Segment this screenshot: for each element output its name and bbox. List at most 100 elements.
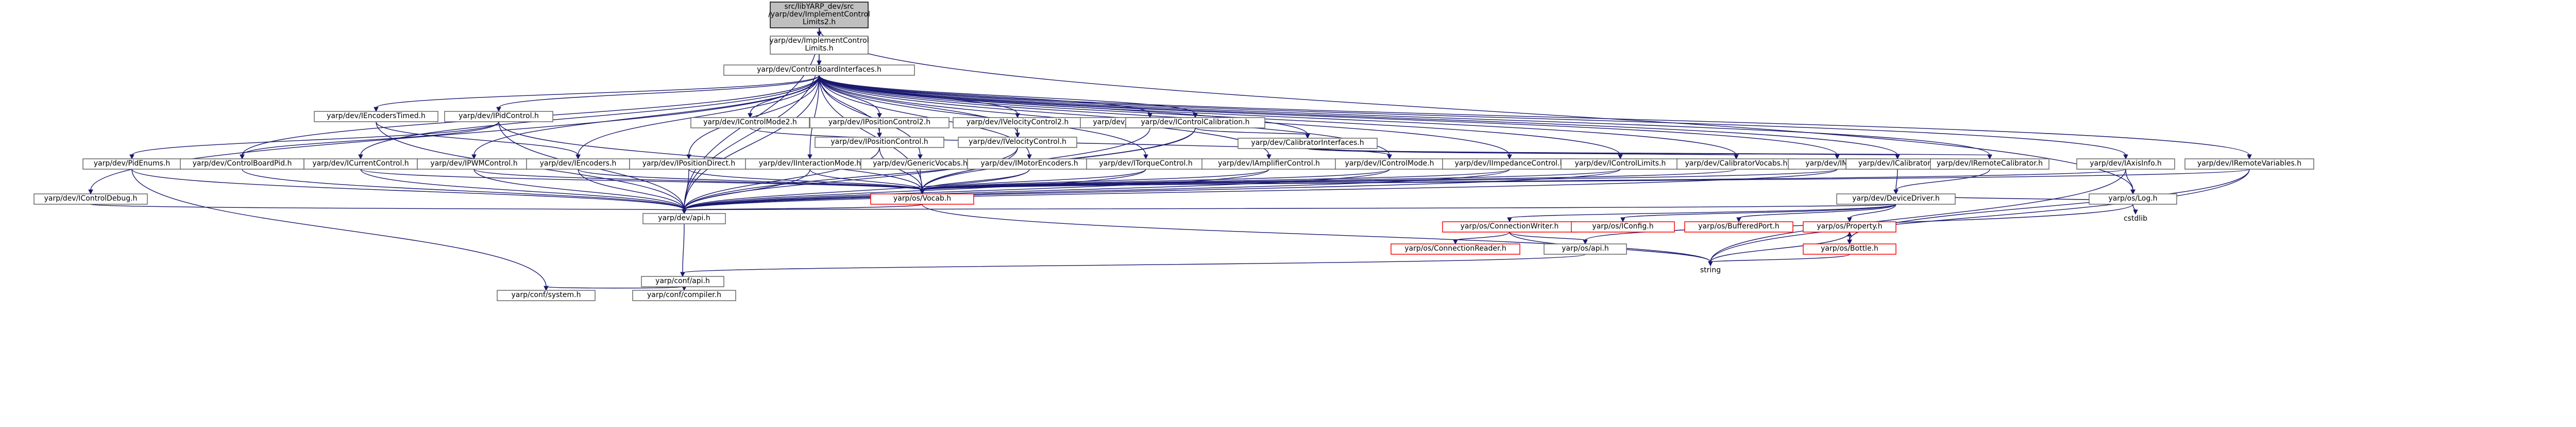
node-label-bufport-0: yarp/os/BufferedPort.h: [1698, 222, 1780, 231]
node-calvoc[interactable]: yarp/dev/CalibratorVocabs.h: [1676, 158, 1796, 170]
node-label-implCL-0: yarp/dev/ImplementControl: [769, 37, 869, 45]
node-label-icur-0: yarp/dev/ICurrentControl.h: [312, 159, 409, 168]
node-label-devdrv-0: yarp/dev/DeviceDriver.h: [1852, 194, 1940, 203]
node-cbpid[interactable]: yarp/dev/ControlBoardPid.h: [180, 158, 304, 170]
edge-arrowhead-devdrv-api: [682, 209, 687, 215]
node-ivc2[interactable]: yarp/dev/IVelocityControl2.h: [953, 117, 1082, 128]
node-remcal[interactable]: yarp/dev/IRemoteCalibrator.h: [1930, 158, 2049, 170]
node-box-iremvar: [2184, 158, 2314, 170]
node-icdbg[interactable]: yarp/dev/IControlDebug.h: [33, 193, 148, 205]
node-calib[interactable]: yarp/dev/ICalibrator.h: [1845, 158, 1950, 170]
node-label-icdbg-0: yarp/dev/IControlDebug.h: [44, 194, 138, 203]
edge-arrowhead-cbi-ipc2: [877, 113, 882, 119]
node-string[interactable]: string: [1700, 266, 1721, 274]
edge-arrowhead-iremvar-vocab: [920, 189, 925, 195]
node-pidCtrl[interactable]: yarp/dev/IPidControl.h: [444, 111, 553, 122]
edge-iaxis-log: [2125, 169, 2133, 191]
node-label-iconfig-0: yarp/os/IConfig.h: [1592, 222, 1653, 231]
node-icl[interactable]: yarp/dev/IControlLimits.h: [1561, 158, 1680, 170]
edge-bottle-string: [1710, 254, 1850, 262]
edge-arrowhead-calibIf-calvoc: [1734, 154, 1739, 160]
edge-arrowhead-ipc2-ipc: [877, 133, 882, 138]
edge-arrowhead-encTimed-ienc: [575, 154, 581, 160]
node-label-iamp-0: yarp/dev/IAmplifierControl.h: [1218, 159, 1320, 168]
node-box-remcal: [1930, 158, 2049, 170]
node-api[interactable]: yarp/dev/api.h: [642, 213, 726, 224]
edge-arrowhead-icm2-icm: [1387, 154, 1392, 160]
edge-arrowhead-osapi-confapi: [680, 272, 685, 277]
edge-itorq-api: [684, 169, 1146, 210]
node-bottle[interactable]: yarp/os/Bottle.h: [1803, 243, 1896, 255]
node-connr[interactable]: yarp/os/ConnectionReader.h: [1391, 243, 1520, 255]
node-box-confapi: [641, 276, 724, 287]
edge-cbi-remcal: [819, 75, 1990, 156]
node-bufport[interactable]: yarp/os/BufferedPort.h: [1684, 221, 1793, 233]
edge-calibIf-calvoc: [1307, 148, 1737, 156]
node-cstdlib[interactable]: cstdlib: [2124, 215, 2147, 223]
node-connw[interactable]: yarp/os/ConnectionWriter.h: [1442, 221, 1577, 233]
edge-arrowhead-cbi-imotor: [1835, 154, 1840, 160]
node-confcomp[interactable]: yarp/conf/compiler.h: [632, 290, 736, 301]
edge-iposd-vocab: [688, 169, 923, 191]
edge-cbi-calib: [819, 75, 1898, 156]
node-root[interactable]: src/libYARP_dev/src/yarp/dev/ImplementCo…: [768, 2, 870, 28]
node-label-iaxis-0: yarp/dev/IAxisInfo.h: [2090, 159, 2161, 168]
node-log[interactable]: yarp/os/Log.h: [2089, 193, 2177, 205]
node-calibIf[interactable]: yarp/dev/CalibratorInterfaces.h: [1238, 138, 1378, 149]
node-iint[interactable]: yarp/dev/IInteractionMode.h: [745, 158, 875, 170]
node-iconfig[interactable]: yarp/os/IConfig.h: [1571, 221, 1675, 233]
node-label-confapi-0: yarp/conf/api.h: [655, 277, 710, 285]
node-iimp[interactable]: yarp/dev/IImpedanceControl.h: [1442, 158, 1577, 170]
node-genvoc[interactable]: yarp/dev/GenericVocabs.h: [860, 158, 980, 170]
edge-cbi-iint: [809, 75, 820, 156]
edge-iremvar-bottle: [1849, 169, 2250, 241]
node-ivc[interactable]: yarp/dev/IVelocityControl.h: [958, 137, 1077, 148]
node-iposd[interactable]: yarp/dev/IPositionDirect.h: [629, 158, 749, 170]
node-label-iposd-0: yarp/dev/IPositionDirect.h: [642, 159, 736, 168]
node-devdrv[interactable]: yarp/dev/DeviceDriver.h: [1836, 193, 1956, 205]
node-label-confsys-0: yarp/conf/system.h: [512, 291, 581, 299]
node-box-ipc2: [809, 117, 950, 128]
node-cbi[interactable]: yarp/dev/ControlBoardInterfaces.h: [723, 64, 915, 76]
edge-icur-api: [360, 169, 685, 210]
edge-cbi-iaxis: [819, 75, 2126, 156]
node-icur[interactable]: yarp/dev/ICurrentControl.h: [303, 158, 418, 170]
edge-devdrv-prop: [1849, 204, 1896, 219]
node-ipc2[interactable]: yarp/dev/IPositionControl2.h: [809, 117, 950, 128]
node-label-root-2: Limits2.h: [803, 18, 836, 26]
node-icm[interactable]: yarp/dev/IControlMode.h: [1335, 158, 1444, 170]
node-icm2[interactable]: yarp/dev/IControlMode2.h: [690, 117, 810, 128]
node-ipwm[interactable]: yarp/dev/IPWMControl.h: [417, 158, 531, 170]
edge-iamp-api: [684, 169, 1269, 210]
node-icalib[interactable]: yarp/dev/IControlCalibration.h: [1125, 117, 1265, 128]
node-box-encTimed: [314, 111, 438, 122]
edge-arrowhead-remcal-devdrv: [1893, 189, 1899, 195]
node-imenc[interactable]: yarp/dev/IMotorEncoders.h: [967, 158, 1092, 170]
edge-connw-connr: [1455, 232, 1510, 241]
node-label-cbi-0: yarp/dev/ControlBoardInterfaces.h: [757, 65, 882, 74]
edge-arrowhead-cbi-imenc: [1027, 154, 1032, 160]
node-ipc[interactable]: yarp/dev/IPositionControl.h: [815, 137, 944, 148]
node-itorq[interactable]: yarp/dev/ITorqueControl.h: [1086, 158, 1206, 170]
node-prop[interactable]: yarp/os/Property.h: [1803, 221, 1896, 233]
node-iaxis[interactable]: yarp/dev/IAxisInfo.h: [2076, 158, 2175, 170]
edge-cbi-icur: [360, 75, 820, 156]
node-box-devdrv: [1836, 193, 1956, 205]
node-confsys[interactable]: yarp/conf/system.h: [497, 290, 596, 301]
node-iamp[interactable]: yarp/dev/IAmplifierControl.h: [1201, 158, 1336, 170]
node-label-icalib-0: yarp/dev/IControlCalibration.h: [1141, 118, 1250, 126]
node-vocab[interactable]: yarp/os/Vocab.h: [870, 193, 974, 205]
edge-arrowhead-devdrv-prop: [1847, 217, 1852, 223]
node-ienc[interactable]: yarp/dev/IEncoders.h: [526, 158, 630, 170]
node-iremvar[interactable]: yarp/dev/IRemoteVariables.h: [2184, 158, 2314, 170]
edge-arrowhead-calibIf-remcal: [1987, 154, 1992, 160]
edge-ienc-api: [578, 169, 685, 210]
node-label-implCL-1: Limits.h: [805, 44, 833, 53]
node-pidEnums[interactable]: yarp/dev/PidEnums.h: [82, 158, 181, 170]
node-encTimed[interactable]: yarp/dev/IEncodersTimed.h: [314, 111, 438, 122]
node-osapi[interactable]: yarp/os/api.h: [1544, 243, 1627, 255]
edge-icdbg-api: [90, 204, 685, 210]
node-label-prop-0: yarp/os/Property.h: [1817, 222, 1882, 231]
node-confapi[interactable]: yarp/conf/api.h: [641, 276, 724, 287]
